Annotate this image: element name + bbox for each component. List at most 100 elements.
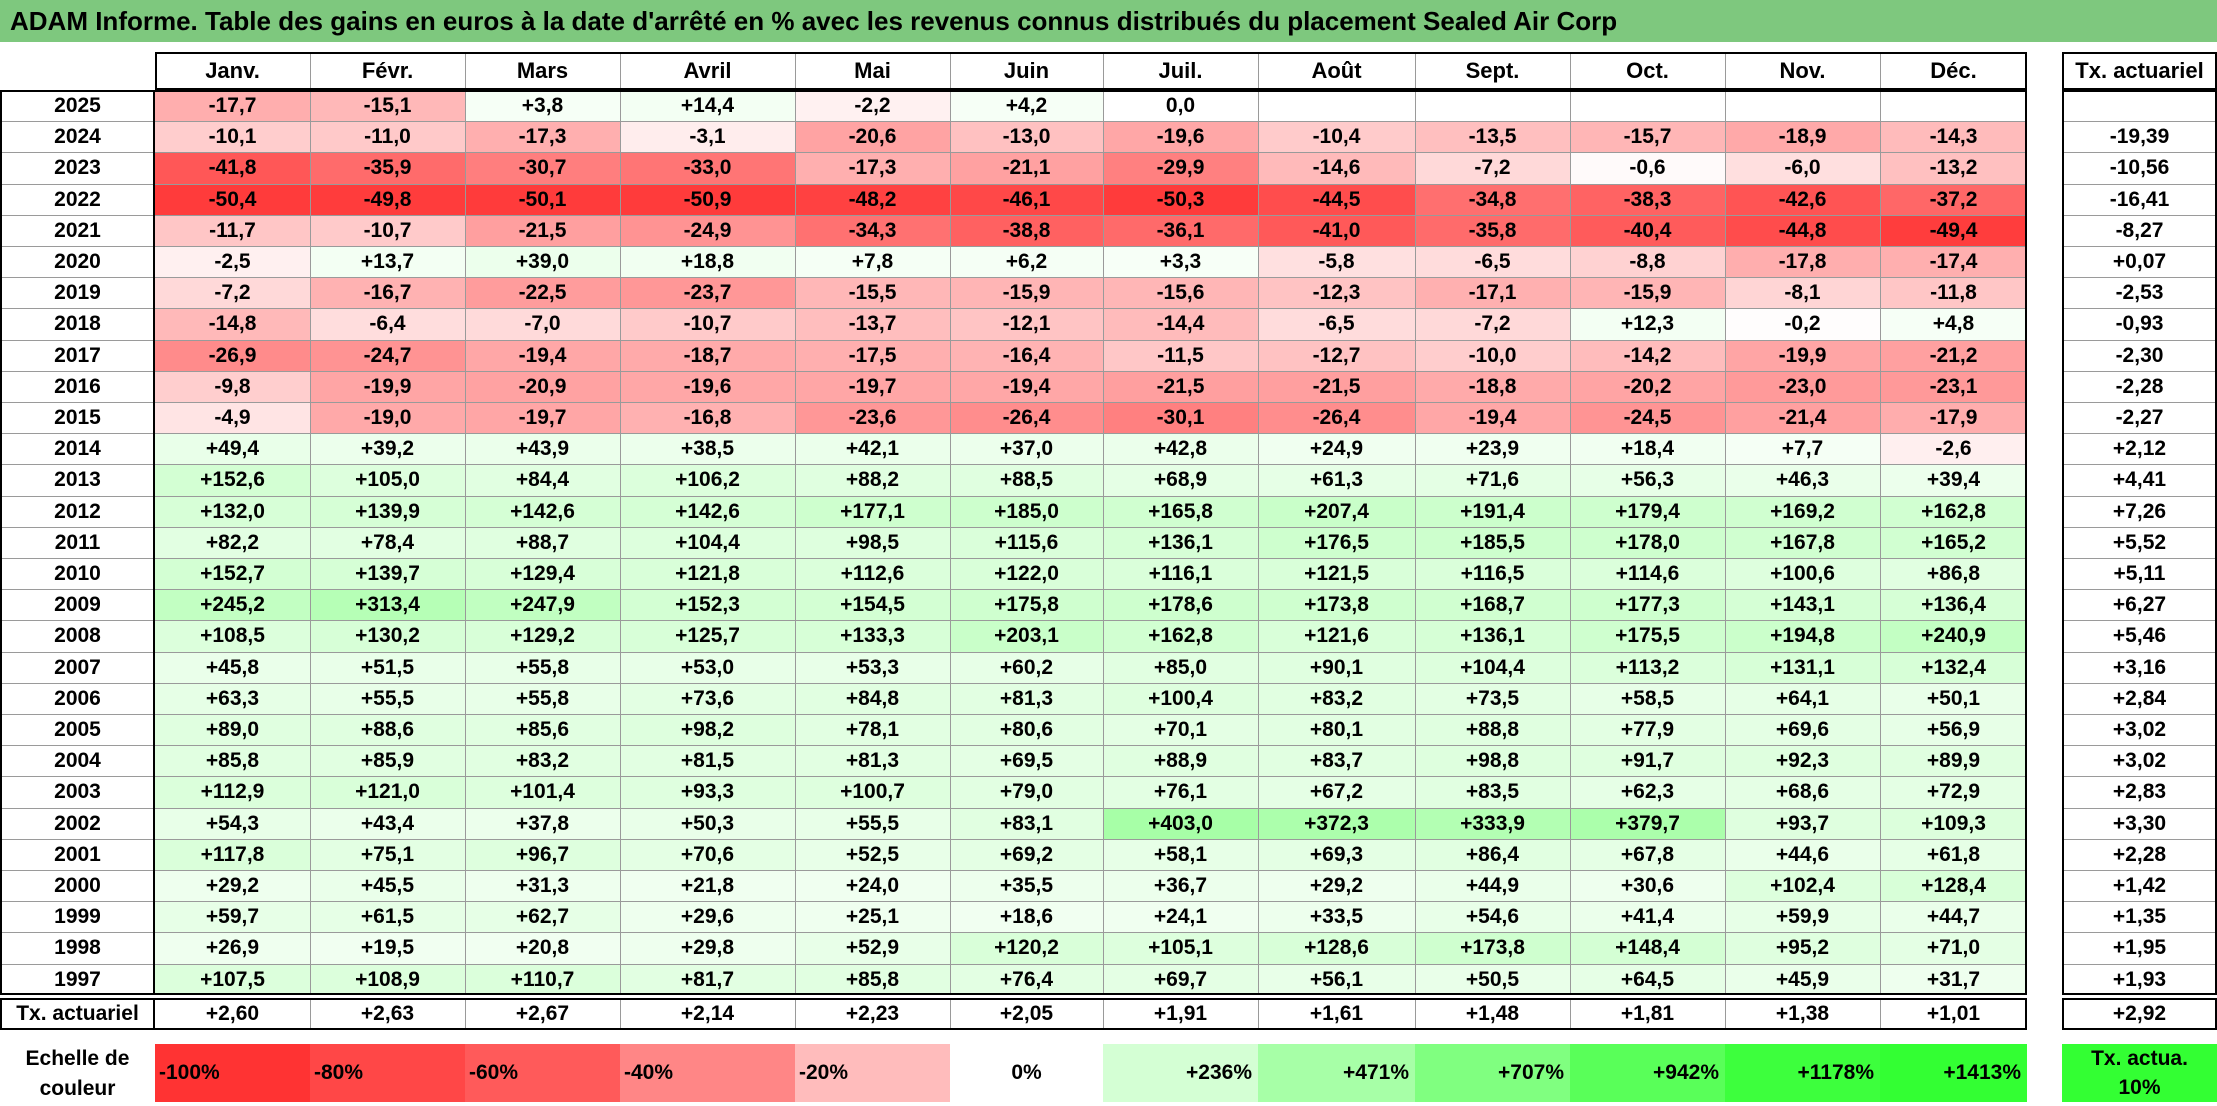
gain-cell: +55,8 xyxy=(465,682,620,714)
gain-cell: -11,8 xyxy=(1880,277,2027,309)
gain-cell: -15,1 xyxy=(310,90,465,122)
gain-cell: -10,4 xyxy=(1258,121,1415,153)
gain-cell: +44,6 xyxy=(1725,838,1880,870)
gain-cell: +113,2 xyxy=(1570,651,1725,683)
gain-cell: +43,4 xyxy=(310,807,465,839)
gain-cell: -38,3 xyxy=(1570,183,1725,215)
gain-cell: -15,6 xyxy=(1103,277,1258,309)
gain-cell: -2,6 xyxy=(1880,433,2027,465)
gain-cell: -13,2 xyxy=(1880,152,2027,184)
gain-cell: +44,9 xyxy=(1415,870,1570,902)
gain-cell: -21,1 xyxy=(950,152,1103,184)
gain-cell: -50,4 xyxy=(155,183,310,215)
summary-cell: +2,60 xyxy=(205,1001,260,1025)
gain-cell: +86,8 xyxy=(1880,558,2027,590)
gain-cell: -49,8 xyxy=(310,183,465,215)
gain-cell: +78,1 xyxy=(795,714,950,746)
rate-cell: +2,28 xyxy=(2112,842,2167,866)
summary-cell: +2,23 xyxy=(845,1001,900,1025)
year-label: 1999 xyxy=(54,905,101,929)
gain-cell: +51,5 xyxy=(310,651,465,683)
gain-cell: +83,2 xyxy=(1258,682,1415,714)
gain-cell: -13,0 xyxy=(950,121,1103,153)
scale-swatch: -20% xyxy=(795,1044,950,1102)
gain-cell: +75,1 xyxy=(310,838,465,870)
gain-cell: -24,7 xyxy=(310,339,465,371)
summary-cell: +1,81 xyxy=(1620,1001,1675,1025)
gain-cell: +63,3 xyxy=(155,682,310,714)
rate-header: Tx. actuariel xyxy=(2075,58,2204,83)
gain-cell: +136,4 xyxy=(1880,589,2027,621)
gain-cell: +24,0 xyxy=(795,870,950,902)
gain-cell: -23,6 xyxy=(795,402,950,434)
gain-cell: +12,3 xyxy=(1570,308,1725,340)
gain-cell: +98,8 xyxy=(1415,745,1570,777)
gain-cell: +24,9 xyxy=(1258,433,1415,465)
gain-cell: +71,0 xyxy=(1880,932,2027,964)
summary-cell: +2,14 xyxy=(680,1001,735,1025)
gain-cell: +84,4 xyxy=(465,464,620,496)
gain-cell: +152,3 xyxy=(620,589,795,621)
gain-cell: +7,7 xyxy=(1725,433,1880,465)
gain-cell: +56,1 xyxy=(1258,963,1415,995)
gain-cell: +38,5 xyxy=(620,433,795,465)
gain-cell: -6,5 xyxy=(1415,246,1570,278)
gain-cell: +24,1 xyxy=(1103,901,1258,933)
gain-cell: +35,5 xyxy=(950,870,1103,902)
gain-cell: +168,7 xyxy=(1415,589,1570,621)
gain-cell: -8,8 xyxy=(1570,246,1725,278)
gain-cell: +72,9 xyxy=(1880,776,2027,808)
gain-cell: +133,3 xyxy=(795,620,950,652)
gain-cell: +175,5 xyxy=(1570,620,1725,652)
gain-cell: +85,9 xyxy=(310,745,465,777)
gain-cell: -17,5 xyxy=(795,339,950,371)
gain-cell: +36,7 xyxy=(1103,870,1258,902)
rate-cell: +1,42 xyxy=(2112,874,2167,897)
month-header: Déc. xyxy=(1930,58,1977,83)
gain-cell: +185,0 xyxy=(950,495,1103,527)
gain-cell: -10,7 xyxy=(620,308,795,340)
rate-cell: +4,41 xyxy=(2112,468,2167,492)
gain-cell: -19,9 xyxy=(1725,339,1880,371)
gain-cell: +91,7 xyxy=(1570,745,1725,777)
gain-cell: +104,4 xyxy=(1415,651,1570,683)
gain-cell xyxy=(1570,90,1725,122)
gain-cell: -10,7 xyxy=(310,214,465,246)
gain-cell: -20,2 xyxy=(1570,370,1725,402)
gain-cell: +56,9 xyxy=(1880,714,2027,746)
gain-cell: -13,7 xyxy=(795,308,950,340)
gain-cell: +62,3 xyxy=(1570,776,1725,808)
gain-cell: -18,7 xyxy=(620,339,795,371)
gain-cell: +93,3 xyxy=(620,776,795,808)
gain-cell: -11,0 xyxy=(310,121,465,153)
gain-cell: +62,7 xyxy=(465,901,620,933)
gain-cell: -16,4 xyxy=(950,339,1103,371)
gain-cell: -17,3 xyxy=(795,152,950,184)
gain-cell: +41,4 xyxy=(1570,901,1725,933)
gain-cell: +69,6 xyxy=(1725,714,1880,746)
gain-cell: -19,7 xyxy=(795,370,950,402)
gain-cell: +52,5 xyxy=(795,838,950,870)
gain-cell: +154,5 xyxy=(795,589,950,621)
gain-cell: +85,8 xyxy=(795,963,950,995)
gain-cell: +58,5 xyxy=(1570,682,1725,714)
gain-cell: -22,5 xyxy=(465,277,620,309)
year-label: 2018 xyxy=(54,312,101,336)
gain-cell: +3,8 xyxy=(465,90,620,122)
gain-cell: -14,8 xyxy=(155,308,310,340)
scale-swatch: +707% xyxy=(1415,1044,1570,1102)
gain-cell: +6,2 xyxy=(950,246,1103,278)
month-header: Janv. xyxy=(205,58,260,83)
summary-rate: +2,92 xyxy=(2112,1001,2167,1025)
gain-cell: +54,6 xyxy=(1415,901,1570,933)
gain-cell: +179,4 xyxy=(1570,495,1725,527)
gain-cell: +136,1 xyxy=(1415,620,1570,652)
gain-cell: -13,5 xyxy=(1415,121,1570,153)
gain-cell: +104,4 xyxy=(620,526,795,558)
gain-cell: -16,7 xyxy=(310,277,465,309)
gain-cell: +178,6 xyxy=(1103,589,1258,621)
gain-cell: +121,0 xyxy=(310,776,465,808)
gain-cell: -23,1 xyxy=(1880,370,2027,402)
gain-cell: +88,6 xyxy=(310,714,465,746)
gain-cell: +98,2 xyxy=(620,714,795,746)
